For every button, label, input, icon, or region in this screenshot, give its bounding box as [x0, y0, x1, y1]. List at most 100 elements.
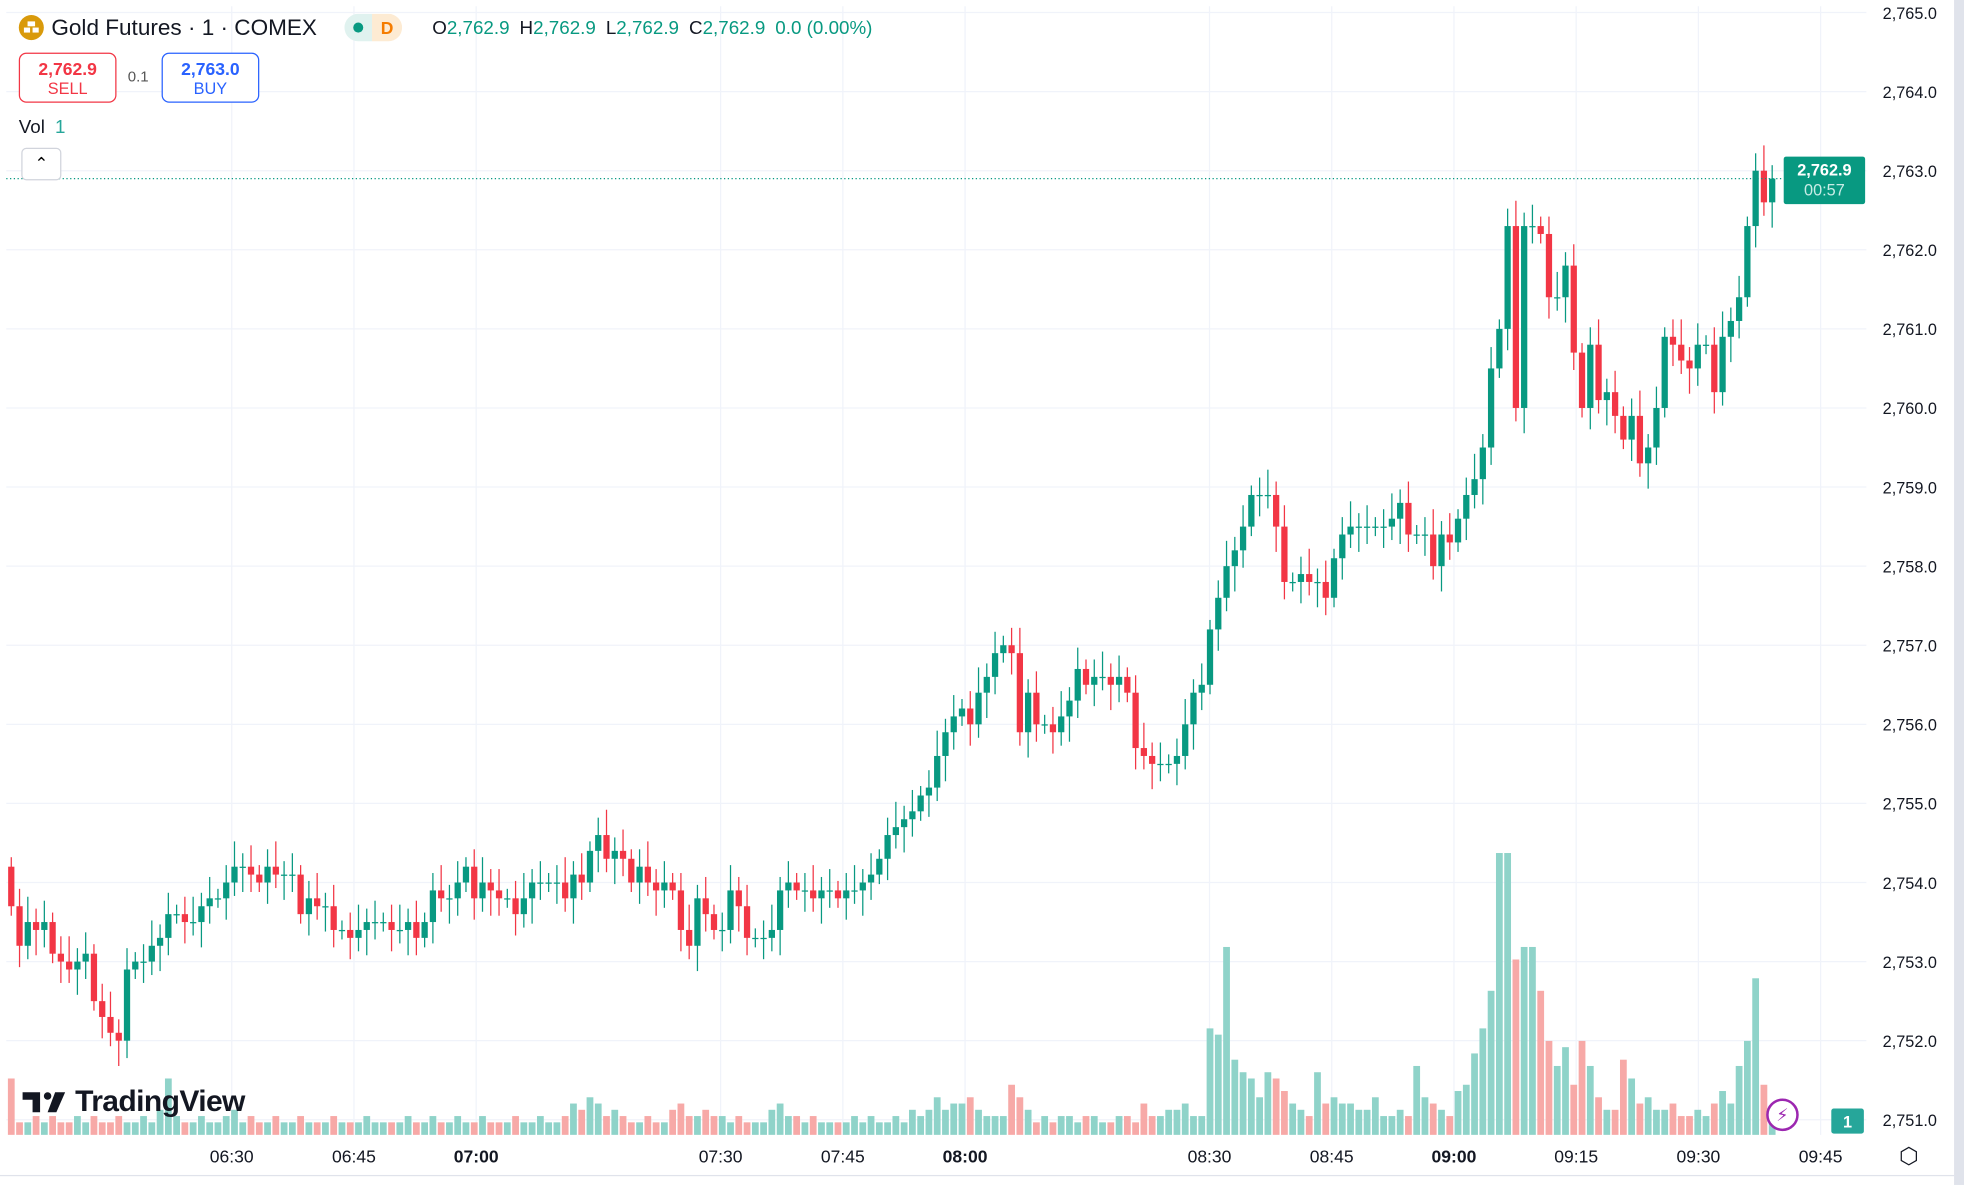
candle-body	[1570, 265, 1577, 353]
candle-body	[1678, 344, 1685, 361]
volume-bar	[958, 1103, 966, 1135]
candle-body	[355, 929, 362, 938]
volume-bar	[710, 1116, 718, 1135]
volume-bar	[636, 1122, 643, 1135]
candle-body	[1132, 692, 1139, 749]
candle-body	[1314, 581, 1321, 584]
chevron-up-icon: ⌃	[34, 154, 49, 173]
volume-bar	[1330, 1097, 1338, 1135]
volume-bar	[123, 1122, 131, 1135]
candle-body	[719, 929, 726, 932]
volume-bar	[140, 1116, 147, 1135]
open-label: O	[432, 16, 447, 39]
candle-body	[330, 906, 337, 930]
volume-bar	[437, 1122, 445, 1135]
buy-button[interactable]: 2,763.0 BUY	[161, 52, 260, 103]
candle-body	[818, 890, 825, 899]
close-label: C	[689, 16, 703, 39]
volume-bar	[1107, 1122, 1115, 1135]
price-tick-label: 2,756.0	[1883, 717, 1937, 735]
candle-body	[677, 890, 685, 930]
volume-bar	[1206, 1028, 1214, 1135]
candle-body	[570, 874, 577, 899]
volume-bar	[1198, 1116, 1206, 1135]
price-tick-label: 2,755.0	[1883, 796, 1937, 814]
tradingview-logo[interactable]: TradingView	[22, 1084, 245, 1120]
candle-body	[826, 890, 833, 892]
candle-body	[90, 953, 98, 1002]
lightning-icon[interactable]: ⚡︎	[1766, 1098, 1799, 1132]
price-tick-label: 2,760.0	[1883, 400, 1937, 418]
volume-bar	[1727, 1103, 1735, 1135]
sell-button[interactable]: 2,762.9 SELL	[18, 52, 117, 103]
volume-bar	[660, 1122, 668, 1135]
volume-bar	[1157, 1116, 1164, 1135]
gold-coin-icon	[18, 15, 44, 41]
candle-body	[686, 929, 693, 946]
market-status-badge[interactable]: D	[344, 13, 403, 42]
candle-body	[975, 692, 982, 725]
volume-bar	[1066, 1116, 1073, 1135]
volume-bar	[1264, 1072, 1272, 1135]
volume-bar	[561, 1116, 569, 1135]
candle-body	[280, 874, 288, 876]
volume-bar	[404, 1116, 412, 1135]
volume-legend[interactable]: Vol 1	[19, 116, 66, 137]
tradingview-wordmark: TradingView	[75, 1084, 245, 1119]
candle-body	[760, 937, 767, 940]
candle-body	[1496, 328, 1503, 369]
volume-bar	[925, 1109, 933, 1135]
candle-body	[619, 850, 627, 859]
candle-body	[156, 937, 164, 946]
volume-bar	[983, 1116, 991, 1135]
candle-body	[289, 874, 296, 876]
volume-bar	[1735, 1065, 1743, 1135]
change-value: 0.0 (0.00%)	[775, 16, 873, 39]
candle-body	[1479, 447, 1486, 480]
volume-bar	[1454, 1091, 1462, 1135]
last-price-label: 2,762.9 00:57	[1783, 156, 1866, 205]
candle-body	[1504, 226, 1511, 329]
settings-hexagon-icon[interactable]: ⬡	[1898, 1143, 1919, 1169]
candle-body	[603, 835, 610, 859]
price-axis[interactable]: 2,765.0 2,764.0 2,763.0 2,762.0 2,761.0 2,760…	[1883, 5, 1937, 1130]
volume-bar	[1247, 1078, 1255, 1135]
candle-body	[462, 866, 470, 883]
candle-body	[438, 890, 445, 899]
candle-body	[371, 922, 379, 924]
volume-bar	[867, 1116, 875, 1135]
candle-body	[123, 969, 131, 1041]
candle-body	[768, 929, 775, 938]
volume-bar	[1628, 1078, 1636, 1135]
volume-bar	[950, 1103, 958, 1135]
volume-bar	[966, 1097, 974, 1135]
volume-bar	[40, 1122, 48, 1135]
symbol-title[interactable]: Gold Futures · 1 · COMEX	[51, 14, 317, 40]
collapse-legend-button[interactable]: ⌃	[21, 147, 62, 181]
time-axis[interactable]: 06:30 06:45 07:00 07:30 07:45 08:00 08:30 08:45…	[210, 1146, 1843, 1166]
volume-bar	[1363, 1109, 1371, 1135]
volume-bar	[503, 1122, 511, 1135]
candle-body	[404, 922, 412, 930]
candle-body	[925, 787, 933, 796]
volume-bar	[851, 1116, 858, 1135]
volume-bar	[1595, 1097, 1602, 1135]
volume-bar	[1462, 1084, 1470, 1135]
candle-body	[586, 850, 594, 883]
candle-body	[173, 914, 180, 916]
volume-bar	[669, 1109, 677, 1135]
volume-bar	[801, 1122, 809, 1135]
volume-bar	[1148, 1116, 1156, 1135]
volume-bar	[611, 1109, 619, 1135]
candle-body	[983, 676, 990, 693]
candle-body	[49, 922, 56, 954]
volume-bar	[363, 1116, 371, 1135]
volume-bar	[1520, 946, 1528, 1135]
candle-body	[66, 961, 73, 970]
candle-body	[1380, 526, 1387, 528]
last-price: 2,762.9	[1797, 160, 1852, 180]
volume-bar	[553, 1122, 561, 1135]
time-tick-label: 09:15	[1554, 1146, 1598, 1166]
